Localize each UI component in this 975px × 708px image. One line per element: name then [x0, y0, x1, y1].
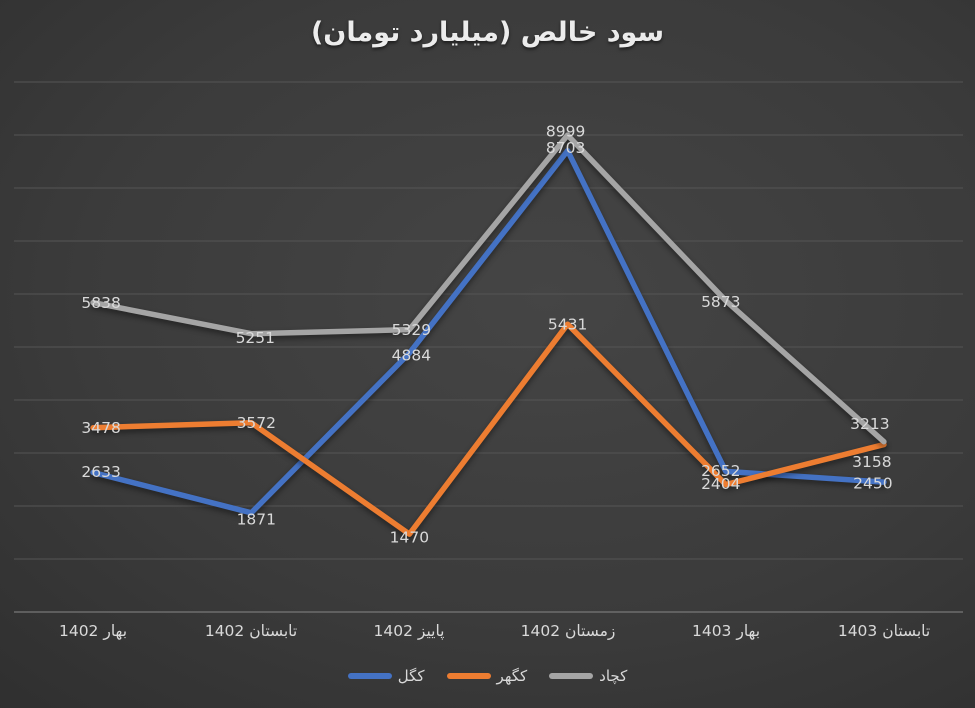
data-label-kgol-1: 1871 [237, 510, 276, 528]
data-label-kgol-5: 2450 [853, 475, 892, 493]
series-line-kgohar[interactable] [90, 321, 887, 537]
x-axis-label-3: زمستان 1402 [520, 622, 616, 640]
legend-swatch-kgohar [446, 673, 491, 679]
x-axis-label-1: تابستان 1402 [204, 622, 298, 640]
x-axis-labels: بهار 1402 تابستان 1402 پاییز 1402 زمستان 14… [0, 622, 975, 646]
legend-label-kgohar: کگهر [496, 667, 528, 685]
data-label-kchad-4: 5873 [701, 293, 740, 311]
data-label-kgol-4: 2652 [701, 462, 740, 480]
x-axis-label-4: بهار 1403 [691, 622, 761, 640]
x-axis-label-2: پاییز 1402 [373, 622, 445, 640]
x-axis-label-0: بهار 1402 [58, 622, 128, 640]
x-axis-label-5: تابستان 1403 [837, 622, 931, 640]
data-label-kgol-2: 4884 [392, 347, 431, 365]
data-label-kchad-5: 3213 [850, 415, 889, 433]
series-line-kgol[interactable] [90, 147, 887, 516]
legend-swatch-kchad [549, 673, 594, 679]
legend-item-kchad[interactable]: کچاد [549, 667, 627, 685]
legend: کگل کگهر کچاد [0, 667, 975, 685]
data-label-kchad-1: 5251 [236, 329, 275, 347]
data-label-kgohar-5: 3158 [852, 453, 891, 471]
legend-label-kgol: کگل [397, 667, 425, 685]
data-label-kgohar-2: 1470 [390, 529, 429, 547]
data-label-kgohar-1: 3572 [237, 414, 276, 432]
data-label-kchad-2: 5329 [392, 321, 431, 339]
series-line-kchad[interactable] [90, 132, 887, 445]
data-label-kgol-0: 2633 [81, 463, 120, 481]
legend-item-kgol[interactable]: کگل [347, 667, 425, 685]
legend-label-kchad: کچاد [599, 667, 628, 685]
data-label-kgohar-3: 5431 [548, 316, 587, 334]
data-label-kgol-3: 8703 [546, 139, 585, 157]
chart-title: سود خالص (میلیارد تومان) [310, 17, 665, 48]
legend-item-kgohar[interactable]: کگهر [446, 667, 528, 685]
data-label-kchad-0: 5838 [81, 294, 120, 312]
data-label-kgohar-0: 3478 [81, 419, 120, 437]
data-label-kgohar-4: 2404 [701, 475, 740, 493]
data-label-kchad-3: 8999 [546, 123, 585, 141]
legend-swatch-kgol [347, 673, 392, 679]
